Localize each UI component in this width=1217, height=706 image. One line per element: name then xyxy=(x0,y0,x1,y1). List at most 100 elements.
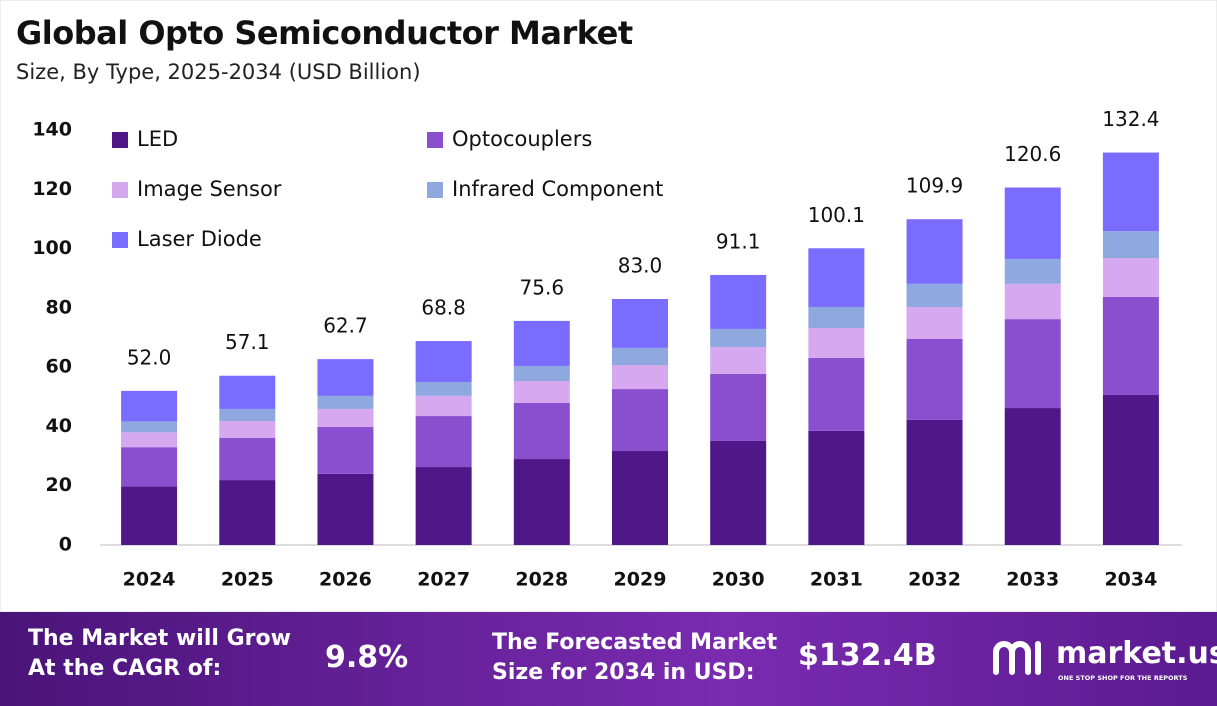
total-label: 100.1 xyxy=(808,203,865,227)
bar-segment xyxy=(1004,283,1061,320)
bar-segment xyxy=(710,328,767,347)
bar-segment xyxy=(121,390,178,422)
chart: 0 20 40 60 80 100 120 140 LED Optocouplers Image S… xyxy=(0,0,1217,612)
bar-segment xyxy=(710,373,767,441)
bar-segment xyxy=(121,432,178,448)
bar-segment xyxy=(121,486,178,545)
chart-subtitle: Size, By Type, 2025-2034 (USD Billion) xyxy=(16,60,421,84)
logo-icon xyxy=(993,641,1041,675)
bar-segment xyxy=(219,437,276,481)
bar-segment xyxy=(1102,395,1159,545)
bar-segment xyxy=(513,365,570,382)
x-tick-label: 2033 xyxy=(1006,569,1059,591)
bar-segment xyxy=(1004,408,1061,545)
y-tick-label: 120 xyxy=(32,178,72,200)
y-tick-label: 20 xyxy=(46,474,72,496)
bar-segment xyxy=(612,389,668,452)
bar-segment xyxy=(219,375,276,409)
bar-segment xyxy=(808,328,865,358)
tagline: ONE STOP SHOP FOR THE REPORTS xyxy=(1058,674,1188,682)
bar-segment xyxy=(612,365,668,390)
bar-segment xyxy=(317,473,374,545)
total-label: 68.8 xyxy=(421,296,466,320)
bar-segment xyxy=(415,395,472,417)
bar-segment xyxy=(808,357,865,431)
bar-segment xyxy=(415,381,472,396)
y-tick-label: 60 xyxy=(46,356,72,378)
bar-segment xyxy=(415,416,472,468)
bar-segment xyxy=(1102,152,1159,232)
bar-segment xyxy=(906,419,963,545)
bar-segment xyxy=(317,395,374,409)
bar-segment xyxy=(710,274,767,329)
legend-swatch xyxy=(427,182,443,198)
forecast-text: The Forecasted Market Size for 2034 in U… xyxy=(492,630,778,685)
legend-swatch xyxy=(112,232,128,248)
bar-segment xyxy=(906,306,963,339)
bar-segment xyxy=(906,338,963,420)
x-tick-label: 2029 xyxy=(614,569,667,591)
x-tick-label: 2025 xyxy=(221,569,274,591)
bar-segment xyxy=(1102,231,1159,259)
bar-segment xyxy=(906,283,963,307)
total-label: 62.7 xyxy=(323,314,368,338)
bar-segment xyxy=(121,447,178,487)
bar-segment xyxy=(906,219,963,284)
y-tick-label: 100 xyxy=(32,237,72,259)
bar-segment xyxy=(121,421,178,433)
bar-segment xyxy=(1102,296,1159,396)
y-tick-label: 80 xyxy=(46,296,72,318)
legend-label: Image Sensor xyxy=(137,177,282,201)
total-label: 91.1 xyxy=(716,229,761,253)
x-tick-label: 2031 xyxy=(810,569,863,591)
cagr-text: The Market will Grow At the CAGR of: xyxy=(28,626,291,681)
bar-segment xyxy=(612,347,668,366)
x-tick-label: 2032 xyxy=(908,569,961,591)
bar-segment xyxy=(612,451,668,545)
bar-segment xyxy=(317,408,374,428)
bar-segment xyxy=(710,440,767,545)
y-tick-label: 0 xyxy=(59,534,72,556)
total-label: 52.0 xyxy=(127,345,172,369)
bar-segment xyxy=(808,248,865,307)
legend-swatch xyxy=(427,132,443,148)
legend-swatch xyxy=(112,132,128,148)
legend-label: Optocouplers xyxy=(452,127,592,151)
bar-segment xyxy=(513,320,570,366)
bar-segment xyxy=(1004,319,1061,409)
x-tick-label: 2027 xyxy=(417,569,470,591)
bar-segment xyxy=(219,421,276,438)
legend-swatch xyxy=(112,182,128,198)
y-tick-label: 140 xyxy=(32,119,72,141)
y-tick-label: 40 xyxy=(46,415,72,437)
bar-segment xyxy=(317,427,374,474)
x-tick-label: 2034 xyxy=(1104,569,1157,591)
total-label: 75.6 xyxy=(520,275,565,299)
x-tick-label: 2030 xyxy=(712,569,765,591)
bar-segment xyxy=(513,381,570,404)
brand: market.us xyxy=(1056,636,1217,671)
legend-label: LED xyxy=(137,127,178,151)
cagr-value: 9.8% xyxy=(325,640,409,675)
bar-segment xyxy=(612,298,668,348)
bar-segment xyxy=(808,306,865,329)
bar-segment xyxy=(415,467,472,545)
bar-segment xyxy=(1102,258,1159,297)
legend-label: Laser Diode xyxy=(137,227,262,251)
bar-segment xyxy=(710,346,767,374)
x-tick-label: 2026 xyxy=(319,569,372,591)
total-label: 57.1 xyxy=(225,330,270,354)
x-tick-label: 2028 xyxy=(515,569,568,591)
bar-segment xyxy=(317,359,374,396)
legend-label: Infrared Component xyxy=(452,177,663,201)
chart-title: Global Opto Semiconductor Market xyxy=(16,14,633,52)
total-label: 120.6 xyxy=(1004,142,1061,166)
bar-segment xyxy=(219,408,276,422)
bar-segment xyxy=(513,459,570,545)
footer: The Market will Grow At the CAGR of: 9.8… xyxy=(0,612,1217,706)
x-tick-label: 2024 xyxy=(123,569,176,591)
total-label: 109.9 xyxy=(906,174,963,198)
total-label: 132.4 xyxy=(1102,107,1159,131)
bar-segment xyxy=(1004,187,1061,259)
